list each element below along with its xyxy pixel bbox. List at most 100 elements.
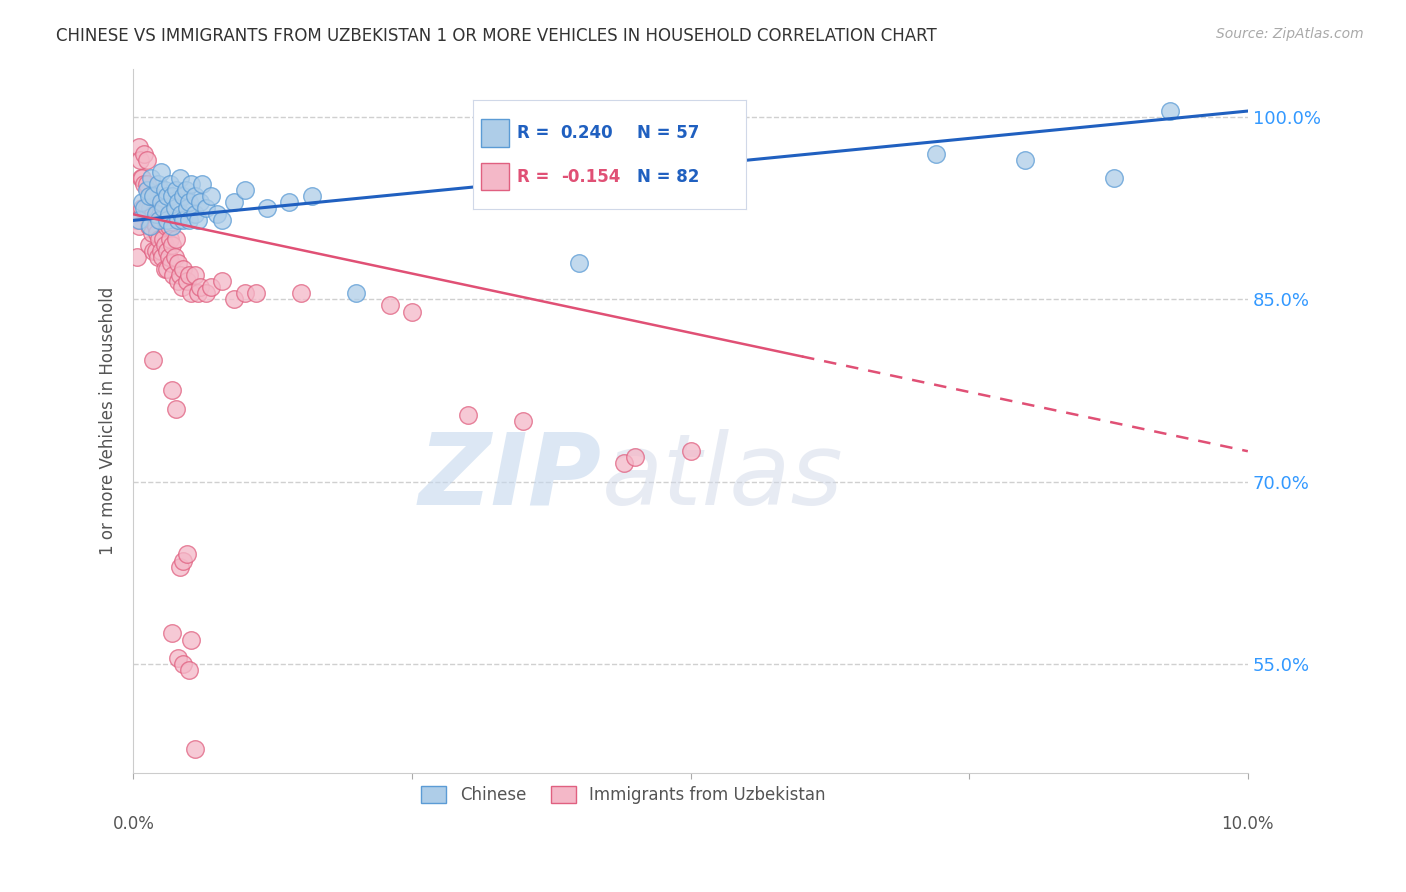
Point: [176, 548, 198, 562]
Point: [153, 237, 176, 252]
Point: [148, 232, 170, 246]
Point: [141, 226, 163, 240]
Point: [150, 244, 173, 258]
Point: [162, 189, 184, 203]
Point: [138, 189, 160, 203]
Point: [162, 237, 184, 252]
Point: [142, 353, 165, 368]
Point: [128, 213, 150, 227]
Point: [183, 742, 205, 756]
Point: [679, 177, 702, 191]
Point: [183, 268, 205, 282]
Point: [153, 262, 176, 277]
Point: [222, 195, 245, 210]
Point: [177, 663, 200, 677]
Point: [401, 304, 423, 318]
Point: [167, 650, 190, 665]
Point: [378, 298, 401, 312]
Point: [145, 219, 167, 234]
Point: [145, 207, 167, 221]
Point: [624, 189, 647, 203]
Point: [211, 213, 233, 227]
Point: [180, 177, 202, 191]
Point: [173, 213, 195, 227]
Text: atlas: atlas: [602, 429, 844, 525]
Point: [155, 219, 177, 234]
Point: [211, 274, 233, 288]
Point: [142, 244, 165, 258]
Point: [150, 195, 173, 210]
Point: [162, 268, 184, 282]
Point: [150, 165, 173, 179]
Point: [156, 262, 179, 277]
Point: [159, 232, 181, 246]
Point: [148, 213, 170, 227]
Point: [173, 553, 195, 567]
Point: [233, 183, 256, 197]
Point: [200, 280, 222, 294]
Point: [156, 244, 179, 258]
Text: CHINESE VS IMMIGRANTS FROM UZBEKISTAN 1 OR MORE VEHICLES IN HOUSEHOLD CORRELATIO: CHINESE VS IMMIGRANTS FROM UZBEKISTAN 1 …: [56, 27, 936, 45]
Point: [131, 195, 153, 210]
Point: [128, 219, 150, 234]
Point: [162, 626, 184, 640]
Point: [194, 201, 217, 215]
Point: [169, 268, 191, 282]
Point: [222, 293, 245, 307]
Point: [301, 189, 323, 203]
Point: [613, 456, 636, 470]
Point: [1159, 103, 1181, 118]
Point: [134, 146, 156, 161]
Point: [233, 286, 256, 301]
Point: [131, 201, 153, 215]
Point: [167, 256, 190, 270]
Point: [125, 250, 148, 264]
Point: [153, 183, 176, 197]
Point: [159, 177, 181, 191]
Point: [163, 250, 186, 264]
Point: [150, 250, 173, 264]
Point: [169, 559, 191, 574]
Text: 10.0%: 10.0%: [1222, 815, 1274, 833]
Point: [160, 256, 183, 270]
Point: [173, 657, 195, 671]
Point: [138, 219, 160, 234]
Point: [141, 189, 163, 203]
Text: 0.0%: 0.0%: [112, 815, 155, 833]
Point: [188, 195, 211, 210]
Point: [290, 286, 312, 301]
Point: [167, 195, 190, 210]
Point: [177, 268, 200, 282]
Point: [139, 201, 162, 215]
Point: [138, 237, 160, 252]
Point: [131, 170, 153, 185]
Point: [145, 244, 167, 258]
Point: [146, 250, 169, 264]
Point: [165, 183, 187, 197]
Point: [624, 450, 647, 465]
Point: [165, 401, 187, 416]
Point: [180, 632, 202, 647]
Point: [191, 177, 214, 191]
Point: [183, 207, 205, 221]
Point: [152, 232, 174, 246]
Point: [344, 286, 367, 301]
Point: [200, 189, 222, 203]
Point: [177, 195, 200, 210]
Point: [152, 201, 174, 215]
Legend: Chinese, Immigrants from Uzbekistan: Chinese, Immigrants from Uzbekistan: [415, 779, 832, 811]
Point: [135, 153, 157, 167]
Point: [194, 286, 217, 301]
Text: Source: ZipAtlas.com: Source: ZipAtlas.com: [1216, 27, 1364, 41]
Point: [176, 201, 198, 215]
Point: [157, 250, 180, 264]
Point: [141, 170, 163, 185]
Point: [173, 262, 195, 277]
Point: [157, 207, 180, 221]
Point: [187, 286, 209, 301]
Point: [167, 274, 190, 288]
Point: [141, 213, 163, 227]
Point: [157, 219, 180, 234]
Point: [150, 213, 173, 227]
Point: [512, 414, 534, 428]
